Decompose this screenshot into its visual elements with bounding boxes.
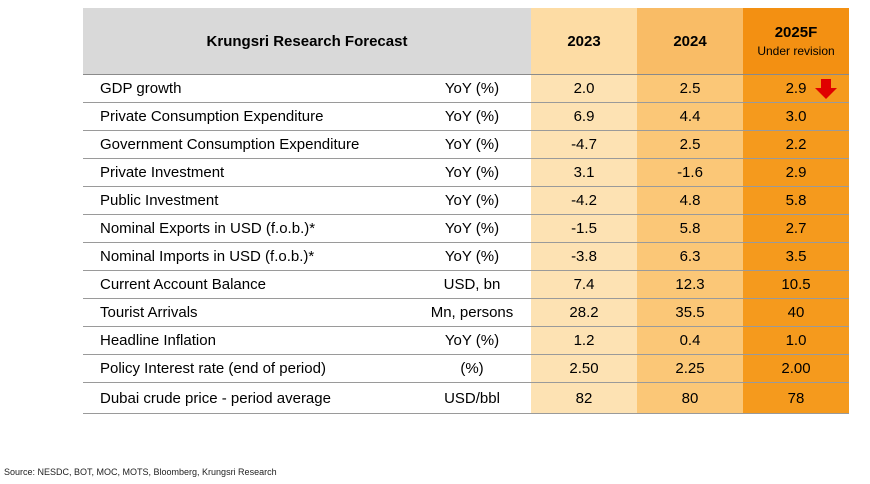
row-unit: YoY (%) bbox=[444, 108, 500, 125]
value-2025f: 3.0 bbox=[743, 103, 849, 130]
row-unit: YoY (%) bbox=[444, 332, 500, 349]
row-label: Nominal Exports in USD (f.o.b.)* bbox=[100, 220, 316, 237]
value-2023: -1.5 bbox=[531, 215, 637, 242]
header-year-2025f: 2025F Under revision bbox=[743, 8, 849, 74]
value-2024: 2.5 bbox=[637, 131, 743, 158]
header-year-2024-label: 2024 bbox=[673, 32, 707, 50]
row-unit: YoY (%) bbox=[444, 220, 500, 237]
value-2025f: 2.7 bbox=[743, 215, 849, 242]
row-unit: YoY (%) bbox=[444, 164, 500, 181]
value-2023: 7.4 bbox=[531, 271, 637, 298]
row-label: Policy Interest rate (end of period) bbox=[100, 360, 326, 377]
value-2025f: 40 bbox=[743, 299, 849, 326]
row-unit: YoY (%) bbox=[444, 136, 500, 153]
header-year-2023: 2023 bbox=[531, 8, 637, 74]
row-label: Public Investment bbox=[100, 192, 219, 209]
down-arrow-icon bbox=[815, 79, 837, 99]
table-row: Dubai crude price - period average USD/b… bbox=[83, 383, 849, 414]
table-row: Government Consumption Expenditure YoY (… bbox=[83, 131, 849, 159]
row-label: Private Investment bbox=[100, 164, 225, 181]
table-row: GDP growth YoY (%) 2.0 2.5 2.9 bbox=[83, 75, 849, 103]
value-2023: 6.9 bbox=[531, 103, 637, 130]
table-header: Krungsri Research Forecast 2023 2024 202… bbox=[83, 8, 849, 75]
row-label: Tourist Arrivals bbox=[100, 304, 198, 321]
forecast-table: Krungsri Research Forecast 2023 2024 202… bbox=[83, 8, 849, 414]
header-year-2023-label: 2023 bbox=[567, 32, 601, 50]
value-2023: -4.2 bbox=[531, 187, 637, 214]
row-unit: USD/bbl bbox=[444, 389, 500, 407]
row-unit: YoY (%) bbox=[444, 192, 500, 209]
value-2023: 3.1 bbox=[531, 159, 637, 186]
table-row: Private Consumption Expenditure YoY (%) … bbox=[83, 103, 849, 131]
value-2024: 0.4 bbox=[637, 327, 743, 354]
value-2025f: 78 bbox=[743, 383, 849, 413]
row-label: Headline Inflation bbox=[100, 332, 216, 349]
table-row: Current Account Balance USD, bn 7.4 12.3… bbox=[83, 271, 849, 299]
value-2024: 4.4 bbox=[637, 103, 743, 130]
value-2024: 35.5 bbox=[637, 299, 743, 326]
row-unit: YoY (%) bbox=[444, 248, 500, 265]
under-revision-note: Under revision bbox=[757, 44, 835, 58]
value-2024: -1.6 bbox=[637, 159, 743, 186]
row-unit: (%) bbox=[460, 360, 484, 377]
value-2024: 4.8 bbox=[637, 187, 743, 214]
table-row: Policy Interest rate (end of period) (%)… bbox=[83, 355, 849, 383]
table-row: Public Investment YoY (%) -4.2 4.8 5.8 bbox=[83, 187, 849, 215]
value-2025f: 3.5 bbox=[743, 243, 849, 270]
table-title: Krungsri Research Forecast bbox=[83, 8, 531, 74]
row-unit: Mn, persons bbox=[430, 304, 514, 321]
value-2024: 2.25 bbox=[637, 355, 743, 382]
value-2023: 1.2 bbox=[531, 327, 637, 354]
value-2023: 82 bbox=[531, 383, 637, 413]
table-row: Nominal Exports in USD (f.o.b.)* YoY (%)… bbox=[83, 215, 849, 243]
row-label: GDP growth bbox=[100, 80, 182, 97]
value-2025f-text: 2.9 bbox=[785, 80, 807, 97]
value-2024: 2.5 bbox=[637, 75, 743, 102]
value-2023: 28.2 bbox=[531, 299, 637, 326]
value-2025f: 1.0 bbox=[743, 327, 849, 354]
value-2024: 12.3 bbox=[637, 271, 743, 298]
value-2024: 6.3 bbox=[637, 243, 743, 270]
table-row: Private Investment YoY (%) 3.1 -1.6 2.9 bbox=[83, 159, 849, 187]
row-label: Current Account Balance bbox=[100, 276, 266, 293]
row-label: Private Consumption Expenditure bbox=[100, 108, 324, 125]
row-label: Government Consumption Expenditure bbox=[100, 136, 360, 153]
value-2023: 2.0 bbox=[531, 75, 637, 102]
header-year-2025f-label: 2025F bbox=[774, 24, 818, 41]
value-2025f: 10.5 bbox=[743, 271, 849, 298]
value-2023: 2.50 bbox=[531, 355, 637, 382]
row-unit: YoY (%) bbox=[444, 80, 500, 97]
value-2025f: 2.00 bbox=[743, 355, 849, 382]
value-2025f: 2.9 bbox=[743, 159, 849, 186]
row-label: Dubai crude price - period average bbox=[100, 389, 331, 407]
source-note: Source: NESDC, BOT, MOC, MOTS, Bloomberg… bbox=[4, 467, 277, 477]
value-2023: -4.7 bbox=[531, 131, 637, 158]
value-2024: 80 bbox=[637, 383, 743, 413]
row-unit: USD, bn bbox=[443, 276, 501, 293]
table-row: Headline Inflation YoY (%) 1.2 0.4 1.0 bbox=[83, 327, 849, 355]
value-2025f: 5.8 bbox=[743, 187, 849, 214]
value-2025f: 2.9 bbox=[743, 75, 849, 102]
header-year-2024: 2024 bbox=[637, 8, 743, 74]
value-2023: -3.8 bbox=[531, 243, 637, 270]
table-row: Tourist Arrivals Mn, persons 28.2 35.5 4… bbox=[83, 299, 849, 327]
table-row: Nominal Imports in USD (f.o.b.)* YoY (%)… bbox=[83, 243, 849, 271]
value-2025f: 2.2 bbox=[743, 131, 849, 158]
value-2024: 5.8 bbox=[637, 215, 743, 242]
row-label: Nominal Imports in USD (f.o.b.)* bbox=[100, 248, 315, 265]
